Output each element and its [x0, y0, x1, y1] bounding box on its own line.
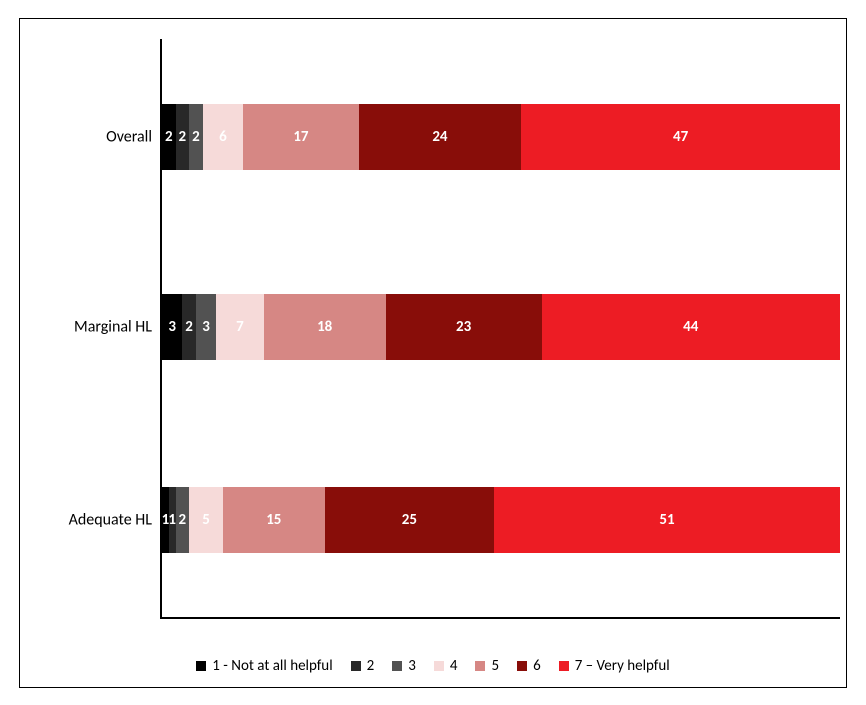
plot-area: 222617244732371823441125152551	[160, 39, 840, 619]
legend-swatch	[434, 661, 444, 671]
bar-segment: 5	[189, 487, 223, 553]
legend-swatch	[475, 661, 485, 671]
category-label: Adequate HL	[32, 511, 152, 530]
legend-label: 4	[450, 657, 458, 675]
legend-label: 6	[533, 657, 541, 675]
legend-item: 4	[434, 657, 458, 675]
bar-segment: 3	[162, 294, 182, 360]
bar-segment: 51	[494, 487, 840, 553]
bar-row: 2226172447	[162, 104, 840, 170]
bar-segment: 2	[189, 104, 203, 170]
bar-segment: 17	[243, 104, 358, 170]
bar-segment: 2	[176, 487, 190, 553]
bar-segment: 44	[542, 294, 840, 360]
legend-swatch	[517, 661, 527, 671]
bar-segment: 6	[203, 104, 244, 170]
legend-swatch	[196, 661, 206, 671]
legend-item: 2	[351, 657, 375, 675]
chart-frame: 222617244732371823441125152551 1 - Not a…	[19, 18, 847, 688]
bar-segment: 2	[182, 294, 196, 360]
legend-item: 7 – Very helpful	[559, 657, 670, 675]
legend-item: 6	[517, 657, 541, 675]
category-label: Marginal HL	[32, 318, 152, 337]
legend-item: 1 - Not at all helpful	[196, 657, 332, 675]
legend-label: 3	[408, 657, 416, 675]
legend-swatch	[559, 661, 569, 671]
bar-segment: 1	[169, 487, 176, 553]
legend-item: 3	[392, 657, 416, 675]
legend-swatch	[392, 661, 402, 671]
bar-segment: 2	[162, 104, 176, 170]
bar-segment: 2	[176, 104, 190, 170]
bar-row: 1125152551	[162, 487, 840, 553]
bar-segment: 7	[216, 294, 263, 360]
bar-segment: 25	[325, 487, 495, 553]
bar-row: 3237182344	[162, 294, 840, 360]
bar-segment: 15	[223, 487, 325, 553]
legend-label: 1 - Not at all helpful	[212, 657, 332, 675]
bar-segment: 47	[521, 104, 840, 170]
bar-segment: 18	[264, 294, 386, 360]
legend-label: 7 – Very helpful	[575, 657, 670, 675]
legend-item: 5	[475, 657, 499, 675]
legend-label: 5	[491, 657, 499, 675]
category-label: Overall	[32, 128, 152, 147]
legend: 1 - Not at all helpful 2 3 4 5 6 7 – Very help…	[20, 657, 846, 675]
bar-segment: 3	[196, 294, 216, 360]
legend-label: 2	[367, 657, 375, 675]
bar-segment: 1	[162, 487, 169, 553]
bar-segment: 24	[359, 104, 522, 170]
legend-swatch	[351, 661, 361, 671]
bar-segment: 23	[386, 294, 542, 360]
